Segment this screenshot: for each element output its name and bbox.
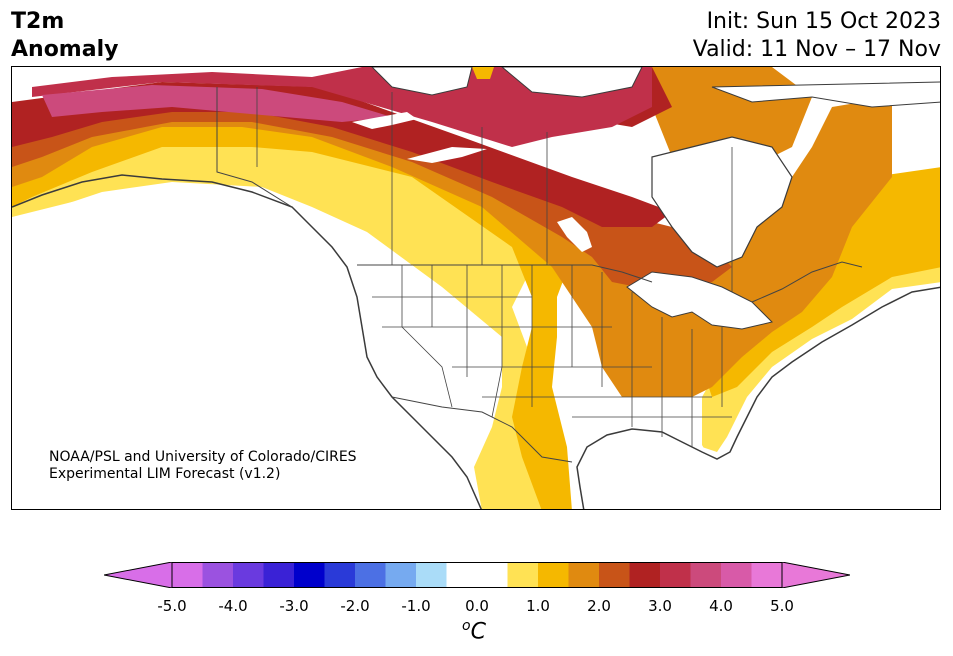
lake-winnipeg xyxy=(557,217,592,252)
colorbar-bin xyxy=(660,562,691,588)
colorbar-extend-low xyxy=(103,561,173,589)
gulf-of-mexico xyxy=(572,427,712,509)
hudson-bay xyxy=(651,136,793,268)
us-canada-border xyxy=(357,261,863,303)
anomaly-core-hot xyxy=(472,67,494,79)
great-slave-lake xyxy=(352,112,417,129)
colorbar-tick-label: 3.0 xyxy=(648,597,672,615)
colorbar-bin xyxy=(324,562,356,588)
title-line-2: Anomaly xyxy=(11,37,119,62)
title-line-1: T2m xyxy=(11,9,65,34)
colorbar-ticks: -5.0 -4.0 -3.0 -2.0 -1.0 0.0 1.0 2.0 3.0 4.0 5.0 xyxy=(0,597,953,617)
great-bear-lake xyxy=(407,147,487,163)
colorbar-bin xyxy=(263,562,295,588)
colorbar-unit: oC xyxy=(462,618,486,644)
colorbar-bin xyxy=(538,562,569,588)
unit-celsius: C xyxy=(470,619,486,645)
colorbar-tick-label: 2.0 xyxy=(587,597,611,615)
great-lakes xyxy=(626,271,773,330)
colorbar-extend-high xyxy=(781,561,851,589)
colorbar-tick-label: -1.0 xyxy=(401,597,431,615)
us-mexico-border xyxy=(391,396,573,463)
coastline xyxy=(12,174,940,509)
colorbar-bin xyxy=(233,562,264,588)
map-title: T2m Anomaly xyxy=(11,8,118,64)
colorbar-bin xyxy=(629,562,661,588)
unit-degree: o xyxy=(462,618,471,634)
credit-line-1: NOAA/PSL and University of Colorado/CIRE… xyxy=(49,449,357,465)
colorbar-tick-label: -4.0 xyxy=(218,597,248,615)
colorbar-tick-label: -2.0 xyxy=(340,597,370,615)
anomaly-band-yellow xyxy=(12,107,940,509)
colorbar-bin xyxy=(172,562,203,588)
colorbar-tick-label: -3.0 xyxy=(279,597,309,615)
credit-line-2: Experimental LIM Forecast (v1.2) xyxy=(49,466,281,482)
colorbar-bin xyxy=(294,562,325,588)
anomaly-band-crimson xyxy=(32,67,652,147)
colorbar-bin xyxy=(416,562,447,588)
colorbar-tick-label: 0.0 xyxy=(465,597,489,615)
colorbar-bin xyxy=(355,562,386,588)
map-canvas xyxy=(12,67,940,509)
anomaly-map xyxy=(11,66,941,510)
colorbar xyxy=(103,561,851,589)
valid-range: Valid: 11 Nov – 17 Nov xyxy=(692,37,941,62)
colorbar-tick-label: 5.0 xyxy=(770,597,794,615)
colorbar-bin xyxy=(477,562,508,588)
colorbar-bin xyxy=(385,562,417,588)
colorbar-frame xyxy=(171,562,783,588)
admin-borders xyxy=(256,87,733,447)
credit-text: NOAA/PSL and University of Colorado/CIRE… xyxy=(49,449,357,483)
forecast-dates: Init: Sun 15 Oct 2023 Valid: 11 Nov – 17… xyxy=(693,8,941,64)
colorbar-tick-label: 1.0 xyxy=(526,597,550,615)
colorbar-tick-label: -5.0 xyxy=(157,597,187,615)
pacific-ocean xyxy=(12,187,481,509)
colorbar-bin xyxy=(599,562,630,588)
colorbar-bin xyxy=(202,562,234,588)
colorbar-bin xyxy=(568,562,600,588)
colorbar-bin xyxy=(507,562,539,588)
init-date: Init: Sun 15 Oct 2023 xyxy=(706,9,941,34)
arctic-water xyxy=(371,67,940,108)
atlantic-ocean xyxy=(634,287,940,509)
colorbar-tick-label: 4.0 xyxy=(709,597,733,615)
colorbar-svg xyxy=(103,561,851,589)
alaska-canada-border xyxy=(216,87,293,208)
colorbar-bin xyxy=(446,562,478,588)
colorbar-bin xyxy=(721,562,752,588)
colorbar-bin xyxy=(751,562,783,588)
colorbar-bin xyxy=(690,562,722,588)
